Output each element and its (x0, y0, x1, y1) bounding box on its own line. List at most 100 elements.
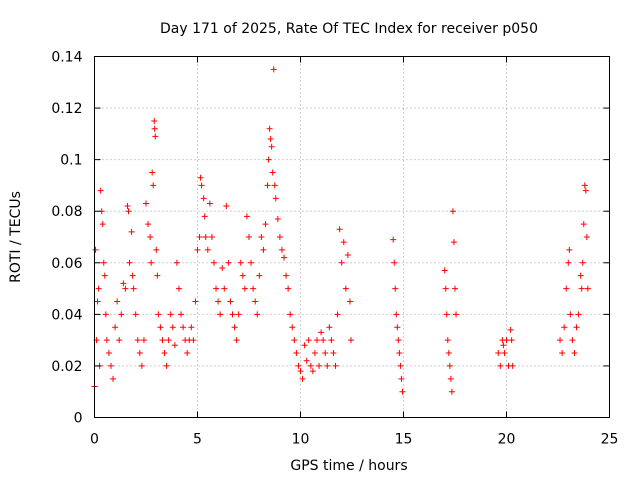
data-point (577, 272, 584, 279)
data-point (338, 259, 345, 266)
data-point (578, 285, 585, 292)
data-point (134, 337, 141, 344)
data-point (250, 285, 257, 292)
data-point (582, 187, 589, 194)
data-point (169, 324, 176, 331)
data-point (336, 226, 343, 233)
data-point (103, 337, 110, 344)
data-point (188, 324, 195, 331)
data-point (153, 246, 160, 253)
data-point (575, 311, 582, 318)
data-point (221, 285, 228, 292)
data-point (497, 362, 504, 369)
data-point (246, 234, 252, 240)
data-point (155, 311, 162, 318)
data-point (283, 272, 290, 279)
data-point (265, 156, 272, 163)
data-point (99, 221, 106, 228)
data-point (124, 203, 131, 210)
data-point (252, 298, 259, 305)
data-point (274, 215, 281, 222)
data-point (268, 143, 275, 150)
data-point (390, 236, 397, 243)
data-point (569, 337, 576, 344)
data-point (116, 337, 123, 344)
data-point (266, 125, 273, 132)
data-point (92, 246, 99, 253)
data-point (120, 280, 127, 287)
data-point (248, 259, 255, 266)
data-point (303, 357, 310, 364)
data-point (450, 239, 457, 246)
data-point (391, 259, 398, 266)
y-tick-label: 0.06 (51, 256, 82, 272)
data-point (159, 337, 166, 344)
data-point (571, 350, 578, 357)
data-point (399, 388, 406, 395)
data-point (114, 298, 121, 305)
data-point (213, 285, 220, 292)
data-point (150, 182, 157, 189)
y-tick-label: 0.08 (51, 204, 82, 220)
data-point (320, 337, 327, 344)
data-point (557, 337, 564, 344)
data-point (580, 221, 587, 228)
data-point (210, 259, 217, 266)
data-point (202, 234, 209, 240)
data-point (136, 350, 143, 357)
data-point (397, 362, 404, 369)
x-tick-label: 15 (395, 432, 413, 448)
data-point (110, 375, 117, 382)
data-point (334, 311, 341, 318)
data-point (445, 350, 452, 357)
data-point (291, 337, 298, 344)
data-point (208, 234, 215, 240)
data-point (165, 337, 172, 344)
y-tick-label: 0.12 (51, 101, 82, 117)
data-point (235, 311, 242, 318)
data-point (217, 311, 224, 318)
data-point (346, 298, 353, 305)
y-axis-label: ROTI / TECUs (8, 191, 24, 283)
data-point (243, 213, 250, 220)
data-point (126, 259, 133, 266)
data-point (138, 362, 145, 369)
data-point (190, 337, 197, 344)
y-axis-ticks: 0 0.02 0.04 0.06 0.08 0.1 0.12 0.14 (51, 50, 610, 427)
data-point (565, 259, 572, 266)
data-point (442, 285, 449, 292)
data-point (583, 234, 590, 240)
data-point (392, 285, 399, 292)
data-point (147, 234, 154, 240)
data-point (289, 324, 296, 331)
data-point (128, 228, 135, 235)
data-point (225, 259, 232, 266)
data-point (122, 285, 129, 292)
data-point (561, 324, 568, 331)
chart-title: Day 171 of 2025, Rate Of TEC Index for r… (160, 21, 538, 37)
data-points (91, 66, 591, 395)
data-point (175, 285, 182, 292)
data-point (330, 350, 337, 357)
data-point (452, 285, 458, 292)
x-axis-ticks: 0 5 10 15 20 25 (90, 56, 618, 448)
data-point (394, 324, 401, 331)
data-point (219, 264, 226, 271)
data-point (297, 368, 304, 375)
data-point (501, 350, 508, 357)
data-point (149, 169, 156, 176)
data-point (267, 136, 274, 143)
data-point (178, 311, 185, 318)
data-point (95, 285, 102, 292)
data-point (148, 259, 155, 266)
data-point (254, 311, 261, 318)
data-point (453, 311, 460, 318)
data-point (229, 311, 236, 318)
data-point (566, 246, 573, 253)
data-point (151, 117, 158, 124)
y-tick-label: 0 (74, 411, 83, 427)
data-point (559, 350, 566, 357)
data-point (154, 272, 161, 279)
y-tick-label: 0.04 (51, 307, 82, 323)
data-point (579, 259, 586, 266)
